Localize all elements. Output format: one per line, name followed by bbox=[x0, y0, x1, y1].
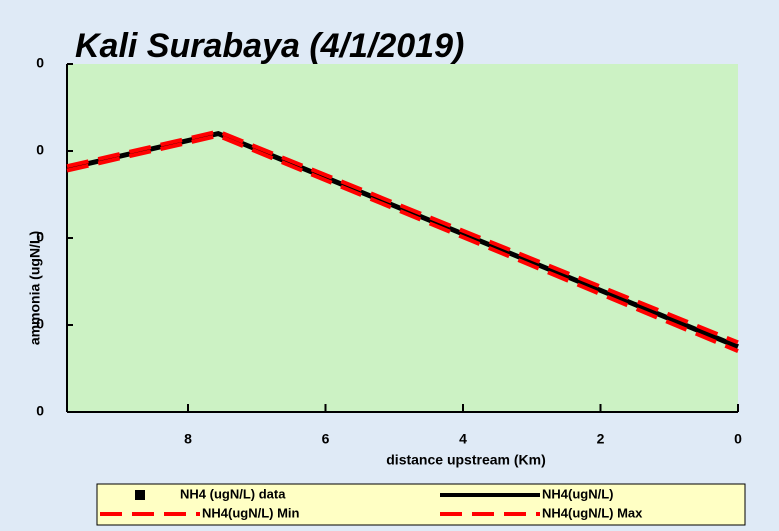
legend-label: NH4(ugN/L) Max bbox=[542, 505, 643, 520]
legend-label: NH4 (ugN/L) data bbox=[180, 486, 286, 501]
x-tick-label: 0 bbox=[734, 431, 742, 447]
y-tick-label: 0 bbox=[36, 403, 44, 419]
series-line bbox=[66, 130, 739, 350]
legend-label: NH4(ugN/L) Min bbox=[202, 505, 300, 520]
x-tick-label: 4 bbox=[459, 431, 467, 447]
x-tick-label: 2 bbox=[597, 431, 605, 447]
y-axis-label: ammonia (ugN/L) bbox=[27, 231, 43, 345]
y-tick-label: 0 bbox=[36, 229, 44, 245]
legend-marker bbox=[135, 490, 145, 500]
chart-title: Kali Surabaya (4/1/2019) bbox=[75, 27, 464, 65]
y-tick-label: 0 bbox=[36, 316, 44, 332]
x-tick-label: 6 bbox=[322, 431, 330, 447]
x-axis-label: distance upstream (Km) bbox=[386, 452, 545, 468]
y-tick-label: 0 bbox=[36, 142, 44, 158]
series-line bbox=[66, 133, 739, 353]
plot-area bbox=[67, 64, 738, 412]
x-tick-label: 8 bbox=[184, 431, 192, 447]
legend bbox=[96, 483, 746, 526]
y-tick-label: 0 bbox=[36, 55, 44, 71]
legend-label: NH4(ugN/L) bbox=[542, 486, 614, 501]
series-line bbox=[66, 129, 739, 345]
